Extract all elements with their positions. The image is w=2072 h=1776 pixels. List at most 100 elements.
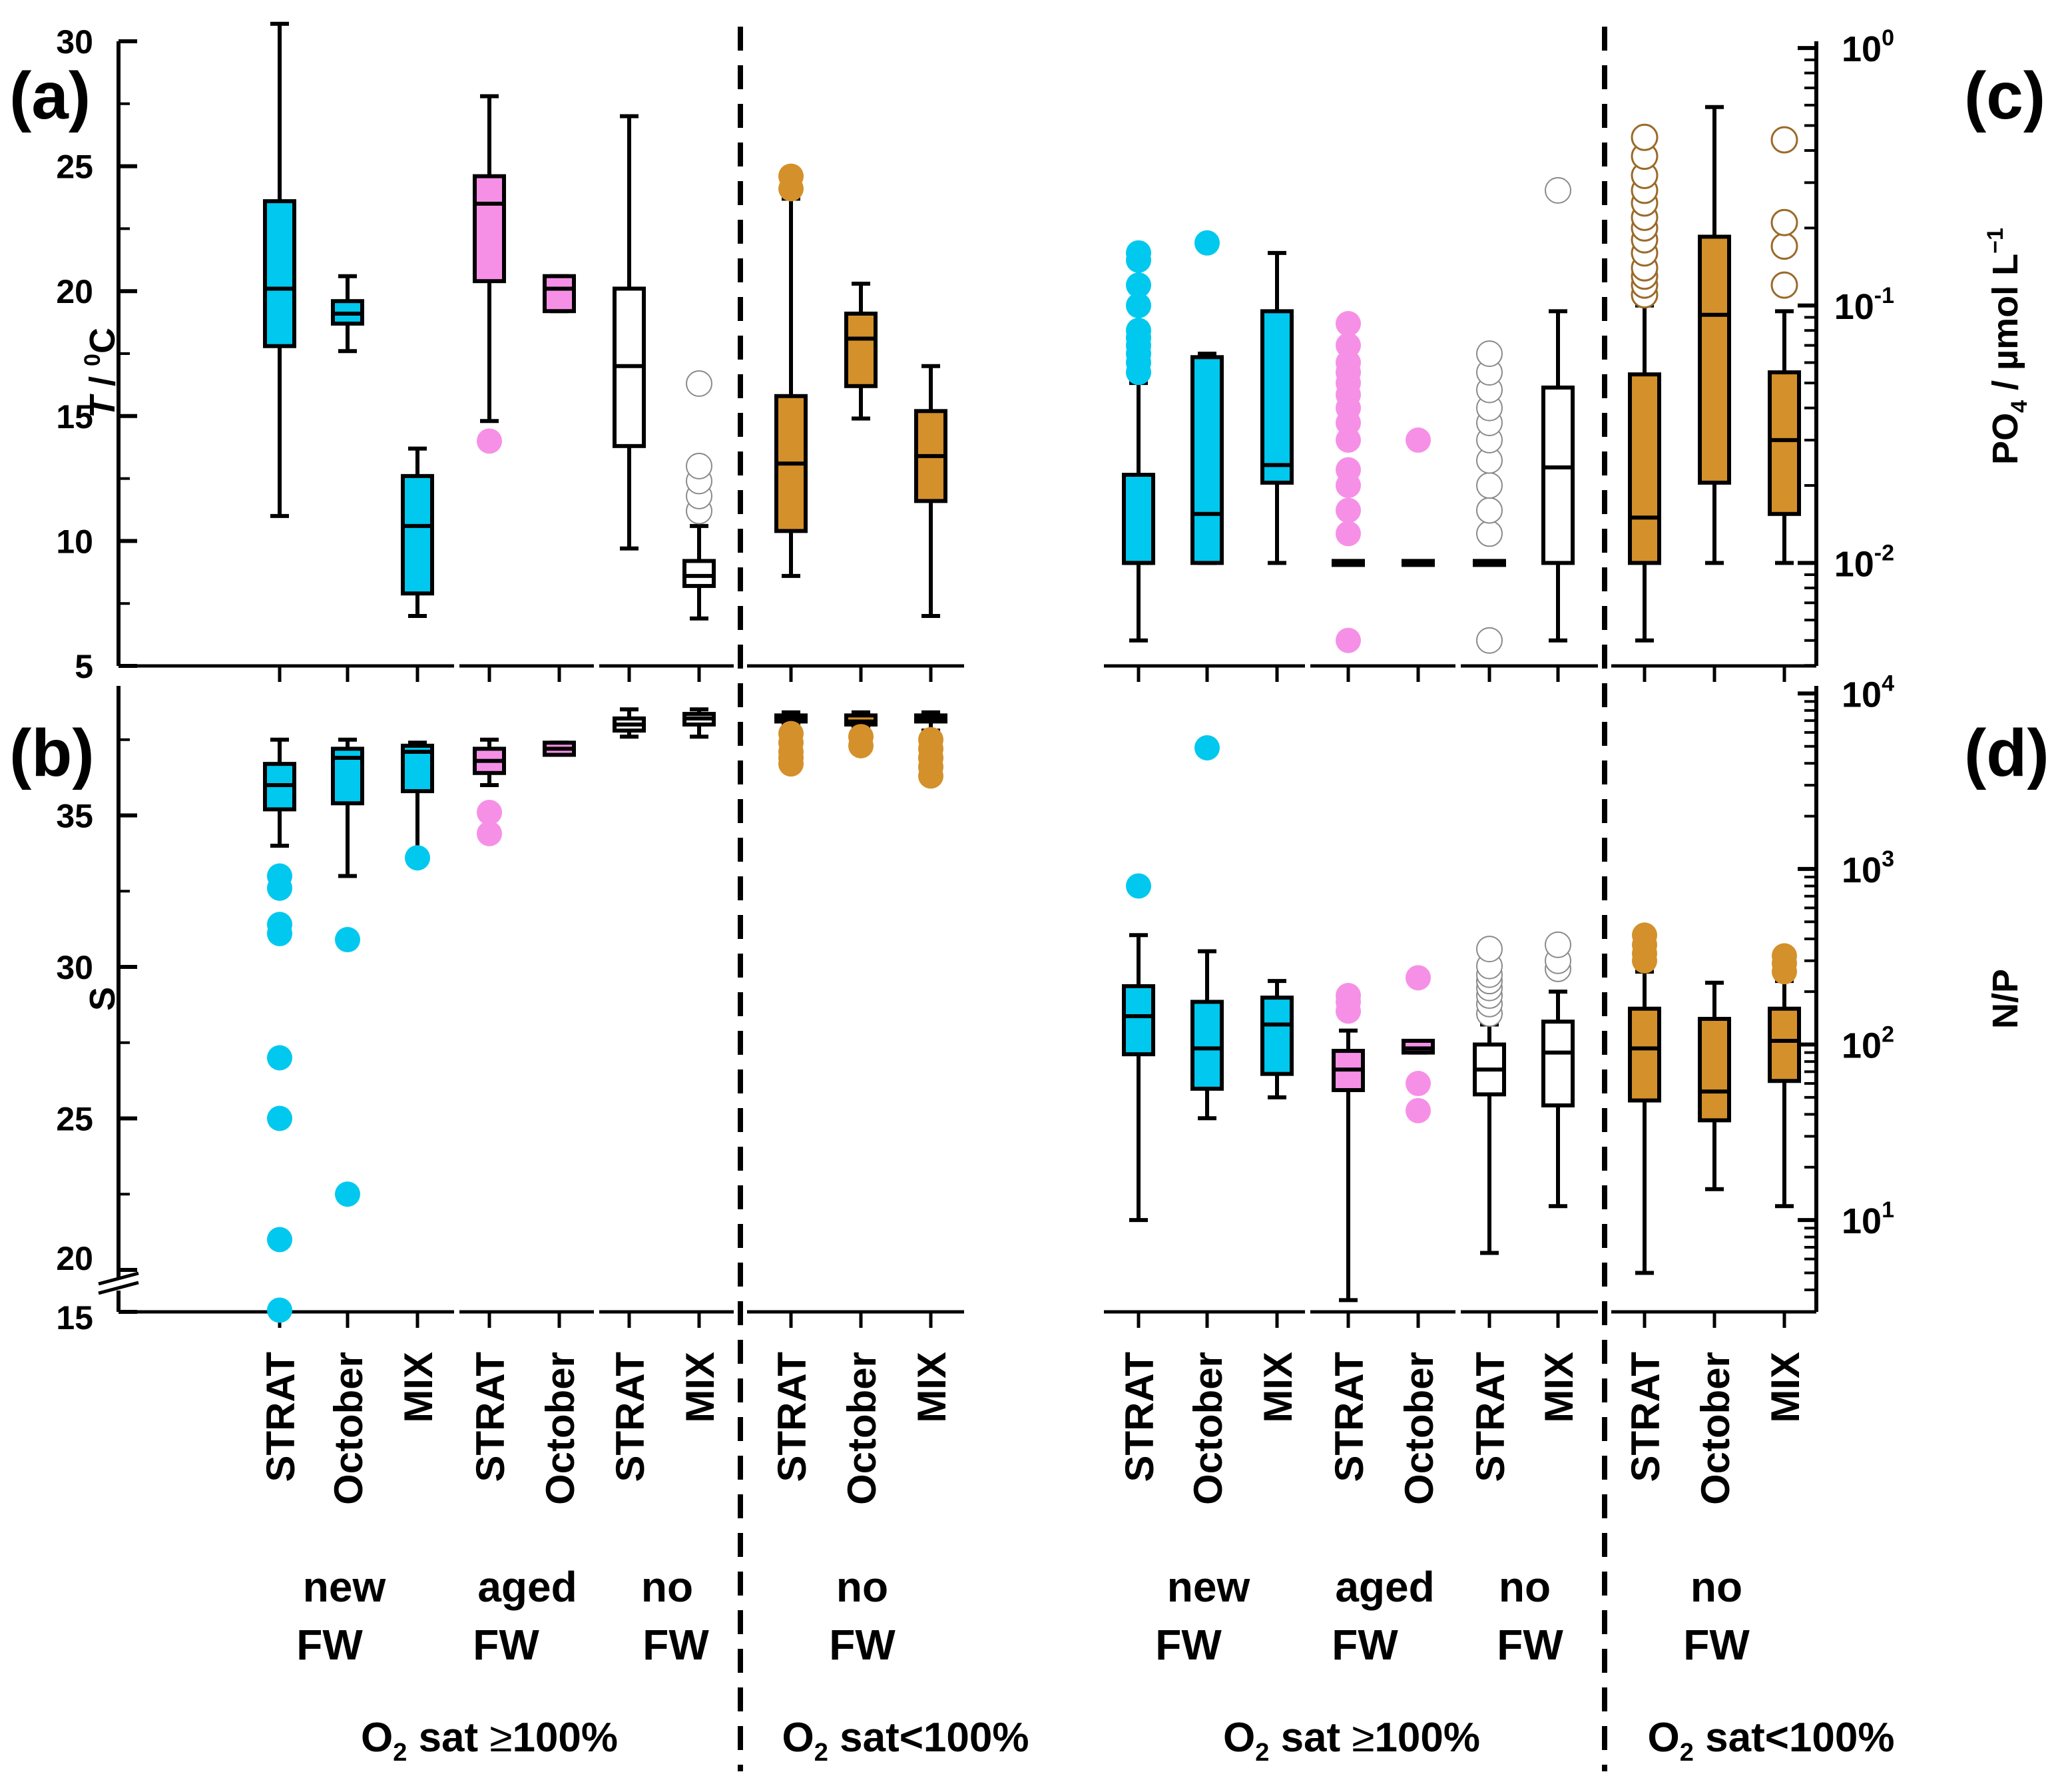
right-category-label: STRAT: [1623, 1352, 1668, 1482]
group-label-no-line1-right-2: no: [1690, 1563, 1742, 1611]
outlier-point: [267, 1297, 292, 1323]
left-category-label: STRAT: [258, 1352, 303, 1482]
right-category-label: MIX: [1537, 1352, 1581, 1423]
group-label-no-line1-right: no: [1499, 1563, 1551, 1611]
box-iqr: [1190, 355, 1224, 565]
left-category-label: October: [538, 1352, 583, 1505]
box-d-8: [1698, 980, 1731, 1191]
outlier-point: [1406, 1071, 1431, 1097]
box-a-6: [682, 370, 716, 621]
outlier-point: [1336, 332, 1361, 358]
box-iqr: [1698, 234, 1731, 485]
box-b-6: [682, 707, 716, 739]
outlier-point: [1194, 735, 1220, 761]
tick-label-a: 15: [56, 398, 93, 436]
panel-label-b: (b): [9, 716, 95, 790]
left-category-label: October: [326, 1352, 371, 1505]
box-iqr: [1768, 370, 1801, 516]
left-category-label: MIX: [678, 1352, 722, 1423]
box-iqr: [473, 174, 506, 284]
y-axis-title-d: N/P: [1985, 969, 2025, 1029]
tick-label-d: 103: [1842, 846, 1894, 890]
outlier-point: [1336, 311, 1361, 337]
left-category-label: October: [840, 1352, 884, 1505]
box-iqr: [1768, 1006, 1801, 1083]
chart-marks: 5 10 15 20 25 30 15 20 25 30 35 10-2 10-1 100 101 102 10…: [56, 21, 1894, 1771]
box-iqr: [1260, 309, 1294, 485]
box-iqr: [1541, 1020, 1575, 1107]
box-b-9: [914, 710, 947, 789]
box-iqr: [543, 274, 576, 314]
tick-label-d: 102: [1842, 1022, 1894, 1066]
right-category-label: STRAT: [1468, 1352, 1513, 1482]
outlier-point: [267, 920, 292, 946]
box-d-7: [1628, 922, 1661, 1275]
box-b-4: [543, 740, 576, 757]
outlier-point: [1476, 340, 1503, 368]
outlier-point: [778, 163, 804, 189]
box-b-5: [613, 707, 646, 739]
outlier-point: [1770, 208, 1798, 236]
outlier-point: [477, 428, 502, 454]
outlier-point: [848, 733, 874, 758]
box-iqr: [1541, 385, 1575, 565]
y-axis-title-a: T / 0C: [80, 328, 123, 418]
panel-label-a: (a): [9, 59, 91, 133]
box-c-8: [1698, 105, 1731, 565]
outlier-point: [778, 751, 804, 777]
box-a-7: [774, 163, 808, 578]
left-category-label: STRAT: [608, 1352, 652, 1482]
y-axis-title-b: S: [83, 987, 123, 1011]
group-labels-right: new FW aged FW no FW no FW: [1155, 1563, 1750, 1669]
left-category-label: MIX: [396, 1352, 441, 1423]
group-label-new-line2-left: FW: [296, 1621, 363, 1669]
box-a-8: [844, 281, 878, 421]
right-category-label: STRAT: [1117, 1352, 1162, 1482]
outlier-point: [1770, 232, 1798, 260]
outlier-point: [1770, 126, 1798, 154]
box-a-9: [914, 364, 947, 618]
box-a-1: [331, 274, 364, 354]
outlier-point: [1126, 272, 1151, 298]
outlier-point: [1336, 457, 1361, 483]
box-d-3: [1332, 983, 1365, 1303]
left-category-label: STRAT: [468, 1352, 513, 1482]
outlier-point: [267, 1227, 292, 1253]
box-c-3: [1332, 311, 1365, 653]
box-d-5: [1473, 936, 1506, 1255]
o2-label-ge-left: O2 sat ≥100%: [361, 1715, 618, 1767]
y-axis-title-c: PO4 / µmol L−1: [1983, 228, 2032, 465]
outlier-point: [1126, 292, 1151, 318]
right-category-label: MIX: [1256, 1352, 1300, 1423]
box-b-0: [263, 737, 296, 1323]
box-c-5: [1473, 340, 1506, 654]
box-d-1: [1190, 735, 1224, 1121]
outlier-point: [1476, 936, 1503, 963]
outlier-point: [477, 820, 502, 846]
box-d-4: [1402, 965, 1435, 1123]
outlier-point: [1632, 922, 1657, 948]
group-label-no-line2-right-2: FW: [1683, 1621, 1750, 1669]
group-label-no-line1-left: no: [641, 1563, 693, 1611]
box-d-0: [1122, 873, 1155, 1223]
box-iqr: [1698, 1017, 1731, 1123]
outlier-point: [267, 875, 292, 901]
right-category-label: October: [1186, 1352, 1230, 1505]
tick-label-a: 30: [56, 23, 93, 61]
box-c-0: [1122, 240, 1155, 643]
box-b-8: [844, 710, 878, 758]
box-iqr: [401, 473, 434, 596]
group-label-new-line1-right: new: [1167, 1563, 1250, 1611]
box-c-7: [1628, 123, 1661, 643]
group-labels-left: new FW aged FW no FW no FW: [296, 1563, 896, 1669]
box-iqr: [1628, 1006, 1661, 1103]
box-iqr: [263, 199, 296, 348]
o2-label-lt-left: O2 sat<100%: [782, 1715, 1029, 1767]
group-label-aged-line1-left: aged: [477, 1563, 577, 1611]
outlier-point: [1126, 873, 1151, 899]
group-label-aged-line2-right: FW: [1332, 1621, 1398, 1669]
box-a-2: [401, 446, 434, 618]
group-label-aged-line1-right: aged: [1335, 1563, 1434, 1611]
box-b-1: [331, 737, 364, 1207]
